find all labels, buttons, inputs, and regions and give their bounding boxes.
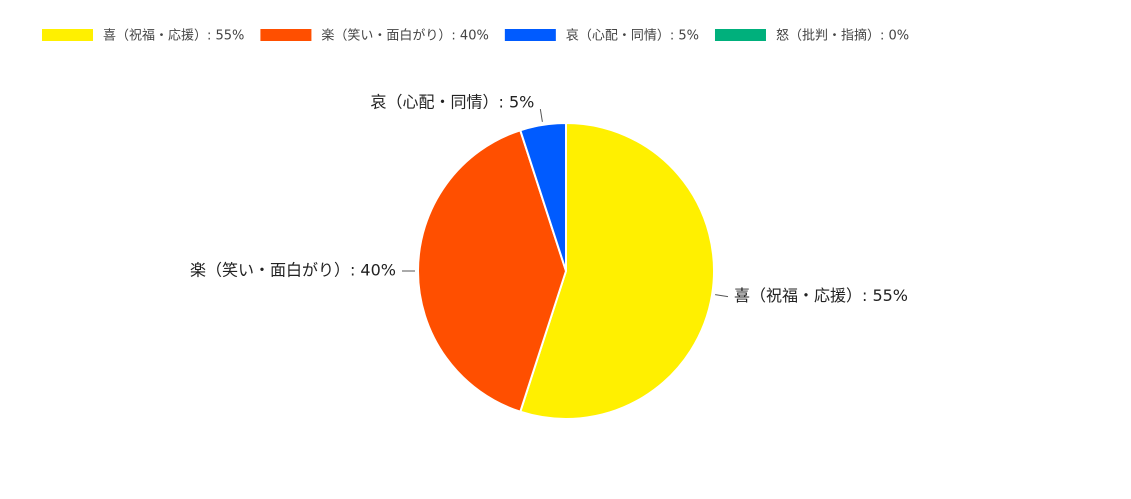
leader-line <box>539 108 543 122</box>
legend-swatch <box>714 29 766 41</box>
legend-label: 怒（批判・指摘）: 0% <box>776 28 909 44</box>
legend-label: 哀（心配・同情）: 5% <box>566 29 699 44</box>
pie-slice <box>417 128 568 414</box>
slice-label: 喜（祝福・応援）: 55% <box>734 286 908 305</box>
legend-label: 喜（祝福・応援）: 55% <box>103 29 244 44</box>
legend-label: 楽（笑い・面白がり）: 40% <box>321 28 488 44</box>
slice-label: 哀（心配・同情）: 5% <box>370 93 534 112</box>
pie-slice <box>519 121 567 272</box>
pie-slice <box>519 121 715 420</box>
slice-label: 楽（笑い・面白がり）: 40% <box>190 261 396 280</box>
legend-swatch <box>504 29 556 41</box>
legend-swatch <box>42 29 93 41</box>
leader-line <box>715 294 729 298</box>
legend-swatch <box>260 29 312 41</box>
